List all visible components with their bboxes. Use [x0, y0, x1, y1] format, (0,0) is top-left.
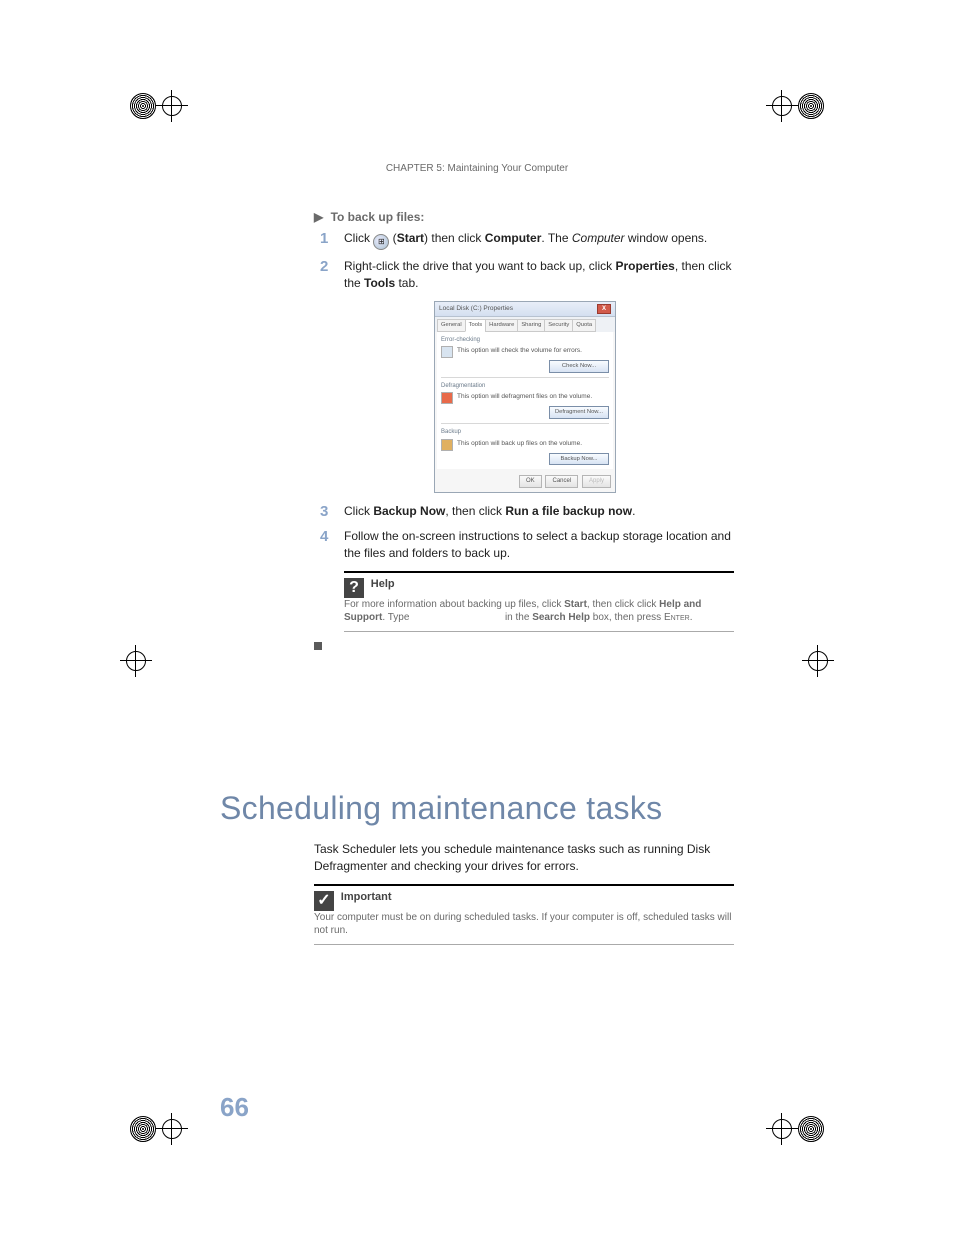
defragment-now-button[interactable]: Defragment Now...: [549, 406, 609, 418]
tab-quota[interactable]: Quota: [572, 319, 596, 331]
tab-tools[interactable]: Tools: [465, 319, 487, 331]
chapter-label: CHAPTER 5: [386, 163, 442, 174]
dialog-tabs: General Tools Hardware Sharing Security …: [435, 317, 615, 331]
step-3: 3 Click Backup Now, then click Run a fil…: [314, 503, 734, 520]
dialog-titlebar: Local Disk (C:) Properties X: [435, 302, 615, 318]
tab-sharing[interactable]: Sharing: [517, 319, 545, 331]
procedure-heading-text: To back up files:: [331, 210, 425, 224]
tab-security[interactable]: Security: [544, 319, 573, 331]
step-number: 3: [320, 501, 328, 523]
end-of-procedure-icon: [314, 642, 322, 650]
crop-mark: [130, 1113, 188, 1145]
help-title: Help: [371, 578, 395, 590]
step-number: 4: [320, 526, 328, 548]
backup-now-button[interactable]: Backup Now...: [549, 453, 609, 465]
dialog-title: Local Disk (C:) Properties: [439, 304, 513, 313]
procedure-heading: ▶ To back up files:: [314, 210, 734, 224]
tab-hardware[interactable]: Hardware: [485, 319, 518, 331]
close-icon[interactable]: X: [597, 304, 611, 315]
check-icon: ✓: [314, 891, 334, 911]
check-now-button[interactable]: Check Now...: [549, 360, 609, 372]
tab-general[interactable]: General: [437, 319, 466, 331]
crop-mark: [120, 645, 152, 677]
help-callout: ? Help For more information about backin…: [344, 571, 734, 632]
step-2: 2 Right-click the drive that you want to…: [314, 258, 734, 493]
start-orb-icon: ⊞: [373, 234, 389, 250]
ok-button[interactable]: OK: [519, 475, 542, 488]
group-error-checking: Error-checking This option will check th…: [441, 336, 609, 373]
backup-icon: [441, 439, 453, 451]
running-header: CHAPTER 5: Maintaining Your Computer: [0, 163, 954, 174]
important-text: Your computer must be on during schedule…: [314, 912, 731, 937]
triangle-icon: ▶: [314, 210, 323, 224]
apply-button[interactable]: Apply: [582, 475, 611, 488]
step-number: 2: [320, 256, 328, 278]
crop-mark: [802, 645, 834, 677]
section-paragraph: Task Scheduler lets you schedule mainten…: [314, 841, 734, 876]
group-defragmentation: Defragmentation This option will defragm…: [441, 377, 609, 419]
step-number: 1: [320, 228, 328, 250]
disk-check-icon: [441, 346, 453, 358]
important-callout: ✓ Important Your computer must be on dur…: [314, 884, 734, 945]
section-heading: Scheduling maintenance tasks: [220, 790, 740, 827]
crop-mark: [766, 90, 824, 122]
cancel-button[interactable]: Cancel: [545, 475, 578, 488]
step-1: 1 Click ⊞ (Start) then click Computer. T…: [314, 230, 734, 250]
crop-mark: [130, 90, 188, 122]
properties-dialog: Local Disk (C:) Properties X General Too…: [434, 301, 616, 493]
step-4: 4 Follow the on-screen instructions to s…: [314, 528, 734, 563]
important-title: Important: [341, 891, 392, 903]
crop-mark: [766, 1113, 824, 1145]
dialog-panel: Error-checking This option will check th…: [437, 332, 613, 469]
dialog-button-row: OK Cancel Apply: [435, 471, 615, 492]
help-icon: ?: [344, 578, 364, 598]
defrag-icon: [441, 392, 453, 404]
chapter-title: Maintaining Your Computer: [448, 163, 569, 174]
group-backup: Backup This option will back up files on…: [441, 423, 609, 465]
page-number: 66: [220, 1092, 249, 1123]
